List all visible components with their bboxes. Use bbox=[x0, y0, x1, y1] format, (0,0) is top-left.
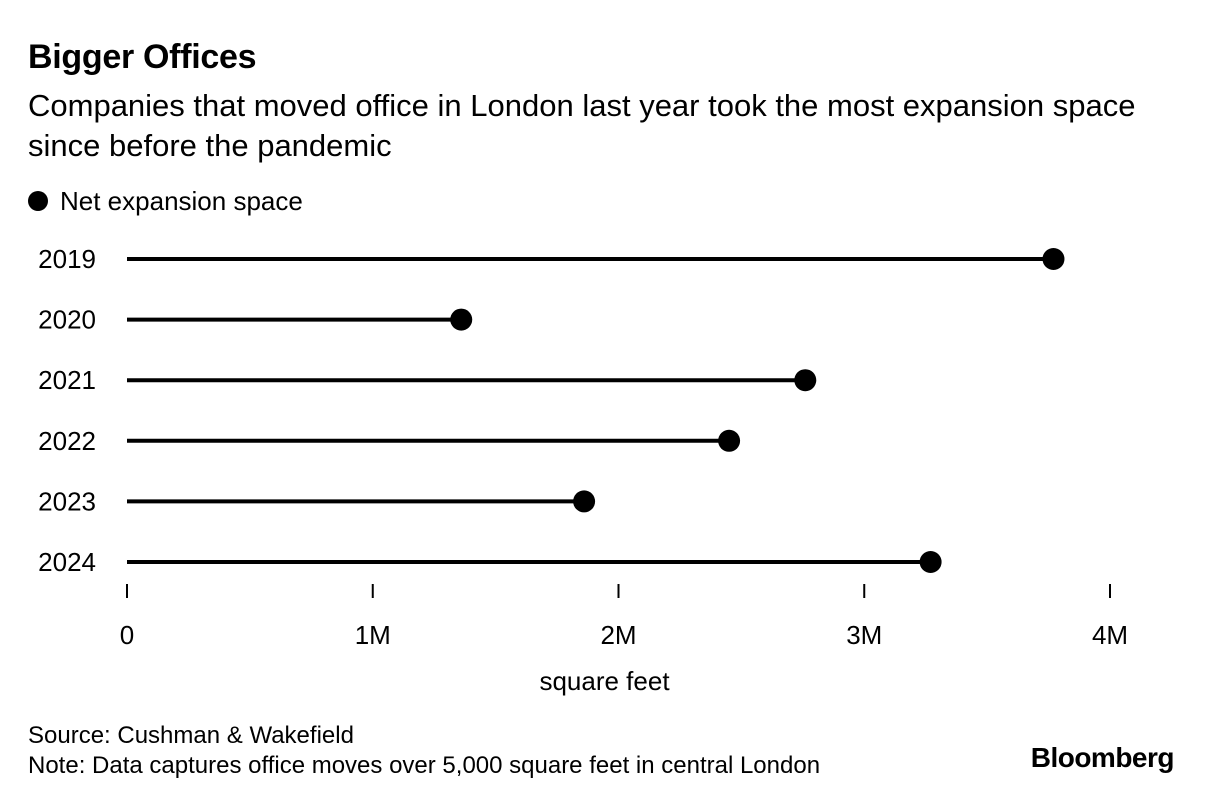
y-axis-label-2023: 2023 bbox=[38, 486, 96, 516]
y-axis-label-2020: 2020 bbox=[38, 305, 96, 335]
source-text: Source: Cushman & Wakefield bbox=[28, 722, 354, 749]
data-point-2020 bbox=[450, 308, 473, 331]
data-point-2022 bbox=[718, 429, 741, 452]
x-axis-tick-label: 3M bbox=[846, 620, 882, 650]
y-axis-label-2022: 2022 bbox=[38, 426, 96, 456]
y-axis-label-2019: 2019 bbox=[38, 244, 96, 274]
x-axis-tick-label: 0 bbox=[120, 620, 134, 650]
chart-subtitle: Companies that moved office in London la… bbox=[28, 88, 1136, 163]
x-axis-tick-label: 2M bbox=[600, 620, 636, 650]
chart-title: Bigger Offices bbox=[28, 38, 257, 76]
y-axis-label-2024: 2024 bbox=[38, 547, 96, 577]
data-point-2023 bbox=[573, 490, 596, 513]
x-axis-tick-label: 4M bbox=[1092, 620, 1128, 650]
x-axis-title: square feet bbox=[539, 666, 670, 696]
note-text: Note: Data captures office moves over 5,… bbox=[28, 752, 821, 779]
legend: Net expansion space bbox=[28, 186, 303, 216]
data-point-2024 bbox=[919, 551, 942, 573]
y-axis-label-2021: 2021 bbox=[38, 365, 96, 395]
x-axis-tick-label: 1M bbox=[355, 620, 391, 650]
legend-dot-icon bbox=[28, 191, 48, 211]
data-point-2021 bbox=[794, 369, 817, 392]
legend-label: Net expansion space bbox=[60, 185, 303, 216]
data-point-2019 bbox=[1042, 248, 1065, 270]
dot-plot: 2019 2020 2021 2022 2023 2024 0 1M 2M 3M 4M square … bbox=[38, 244, 1128, 696]
bloomberg-logo: Bloomberg bbox=[1030, 742, 1175, 773]
